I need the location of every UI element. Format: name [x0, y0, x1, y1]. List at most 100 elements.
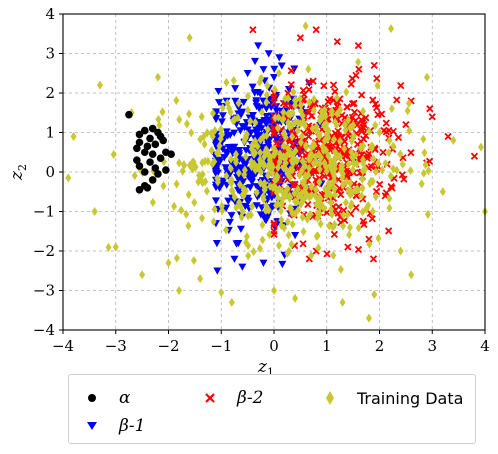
point-training-data [420, 135, 426, 144]
point-training-data [223, 226, 229, 235]
x-tick-label: 4 [480, 337, 490, 355]
point-training-data [111, 150, 117, 159]
point-training-data [150, 198, 156, 207]
point-1 [278, 261, 286, 268]
y-tick-label: −1 [33, 203, 55, 221]
point-training-data [290, 220, 296, 229]
point-training-data [178, 206, 184, 215]
point-2 [353, 205, 359, 211]
point-training-data [186, 190, 192, 199]
point-training-data [106, 243, 112, 252]
point-training-data [174, 254, 180, 263]
point-2 [370, 256, 376, 262]
point-1 [218, 118, 226, 125]
point-2 [313, 27, 319, 33]
point-2 [395, 135, 401, 141]
x-tick-label: −1 [210, 337, 232, 355]
point-1 [212, 197, 220, 204]
point-training-data [389, 104, 395, 113]
legend-label-training-data: Training Data [357, 389, 463, 408]
point-training-data [183, 210, 189, 219]
point-training-data [160, 181, 166, 190]
point-training-data [408, 270, 414, 279]
point-training-data [185, 221, 191, 230]
point-2 [374, 76, 380, 82]
point-1 [244, 70, 252, 77]
point-1 [291, 232, 299, 239]
point-training-data [421, 169, 427, 178]
point-training-data [187, 33, 193, 42]
point-training-data [419, 179, 425, 188]
point-training-data [223, 78, 229, 87]
x-tick-label: −3 [105, 337, 127, 355]
point-2 [345, 244, 351, 250]
point-1 [238, 264, 246, 271]
point-training-data [174, 179, 180, 188]
point-alpha [144, 184, 152, 192]
point-training-data [176, 286, 182, 295]
point-2 [336, 204, 342, 210]
point-1 [254, 42, 262, 49]
point-training-data [355, 58, 361, 67]
point-training-data [71, 132, 77, 141]
diamond-marker-icon [319, 387, 341, 409]
y-tick-label: 2 [45, 84, 55, 102]
point-2 [427, 106, 433, 112]
point-training-data [424, 73, 430, 82]
point-2 [250, 27, 256, 33]
point-training-data [359, 175, 365, 184]
point-alpha [125, 111, 133, 119]
point-1 [259, 66, 267, 73]
point-training-data [139, 270, 145, 279]
point-2 [394, 97, 400, 103]
point-training-data [97, 81, 103, 90]
point-training-data [386, 194, 392, 203]
point-training-data [406, 126, 412, 135]
point-2 [380, 149, 386, 155]
point-training-data [346, 160, 352, 169]
point-training-data [191, 256, 197, 265]
point-training-data [276, 241, 282, 250]
point-training-data [188, 128, 194, 137]
point-training-data [291, 88, 297, 97]
y-tick-label: 0 [45, 163, 55, 181]
point-training-data [478, 143, 484, 152]
point-alpha [141, 127, 149, 135]
point-1 [227, 212, 235, 219]
point-training-data [338, 265, 344, 274]
y-tick-label: 1 [45, 124, 55, 142]
point-1 [275, 54, 283, 61]
point-training-data [176, 115, 182, 124]
x-marker-icon [199, 387, 221, 409]
legend-item-beta-1: β-1 [81, 415, 145, 437]
point-training-data [383, 159, 389, 168]
point-alpha [146, 135, 154, 143]
point-training-data [260, 235, 266, 244]
point-alpha [133, 156, 141, 164]
point-training-data [218, 288, 224, 297]
point-training-data [398, 247, 404, 256]
point-alpha [136, 186, 144, 194]
point-training-data [257, 244, 263, 253]
point-2 [305, 201, 311, 207]
x-tick-label: 3 [427, 337, 437, 355]
point-training-data [343, 88, 349, 97]
point-training-data [155, 73, 161, 82]
point-2 [297, 35, 303, 41]
point-alpha [152, 141, 160, 149]
point-2 [383, 120, 389, 126]
point-training-data [388, 24, 394, 33]
point-training-data [199, 112, 205, 121]
point-alpha [133, 145, 141, 153]
point-training-data [356, 223, 362, 232]
point-training-data [166, 258, 172, 267]
point-2 [355, 247, 361, 253]
point-training-data [286, 231, 292, 240]
legend-item-beta-2: β-2 [199, 387, 263, 409]
x-tick-label: −2 [157, 337, 179, 355]
point-training-data [176, 158, 182, 167]
legend-label-beta-1: β-1 [119, 416, 145, 436]
point-1 [251, 58, 259, 65]
point-training-data [113, 243, 119, 252]
point-2 [331, 231, 337, 237]
